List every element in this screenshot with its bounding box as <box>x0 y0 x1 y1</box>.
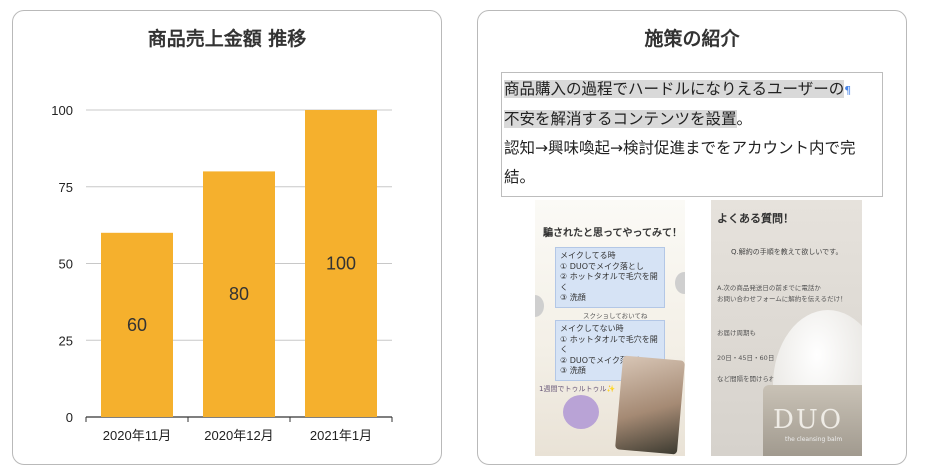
x-tick-label: 2020年12月 <box>204 428 273 443</box>
tips-caption: 1週間でトゥルトゥル✨ <box>539 385 616 393</box>
cycle-label: お届け周期も <box>717 329 756 337</box>
tip1-line: ① DUOでメイク落とし <box>560 261 644 271</box>
duo-jar-body <box>763 385 862 456</box>
x-tick-label: 2021年1月 <box>310 428 372 443</box>
x-tick-label: 2020年11月 <box>103 428 171 443</box>
pilcrow-mark: ¶ <box>844 84 852 97</box>
bar-data-label: 100 <box>326 254 356 274</box>
y-tick-label: 0 <box>66 410 73 425</box>
screenshot-note: スクショしておいてね <box>583 312 648 320</box>
bar <box>203 171 275 417</box>
y-tick-label: 50 <box>59 257 73 272</box>
measures-title: 施策の紹介 <box>644 28 740 50</box>
bar-data-label: 80 <box>229 284 249 304</box>
tip-box-makeup-on: メイクしてる時 ① DUOでメイク落とし ② ホットタオルで毛穴を開く ③ 洗顔 <box>555 247 665 308</box>
tip1-line: ③ 洗顔 <box>560 293 586 302</box>
description-line3: 認知→興味喚起→検討促進までをアカウント内で完結。 <box>504 139 856 186</box>
person-photo <box>615 355 685 455</box>
tip2-line: メイクしてない時 <box>560 324 624 333</box>
tips-title: 騙されたと思ってやってみて！ <box>543 228 682 239</box>
description-line1: 商品購入の過程でハードルになりえるユーザーの <box>504 80 845 98</box>
instagram-faq-image: よくある質問！ Q.解約の手順を教えて欲しいです。 A.次の商品発送日の前までに… <box>711 200 862 456</box>
duo-subtitle: the cleansing balm <box>785 436 843 443</box>
bar <box>101 232 173 417</box>
y-tick-label: 100 <box>51 103 73 118</box>
character-illustration <box>563 395 599 429</box>
tip1-line: ② ホットタオルで毛穴を開く <box>560 272 658 292</box>
y-tick-label: 25 <box>59 333 73 348</box>
tip2-line: ① ホットタオルで毛穴を開く <box>560 334 658 355</box>
cycle-options: 20日・45日・60日 <box>717 354 775 362</box>
chart-title: 商品売上金額 推移 <box>147 28 307 50</box>
carousel-dot-icon <box>535 295 544 317</box>
cycle-note: など間隔を開けられます！ <box>717 375 795 383</box>
carousel-dot-icon <box>675 272 685 294</box>
instagram-tips-image: 騙されたと思ってやってみて！ メイクしてる時 ① DUOでメイク落とし ② ホッ… <box>535 200 685 456</box>
faq-question: Q.解約の手順を教えて欲しいです。 <box>731 248 843 256</box>
tip2-line: ③ 洗顔 <box>560 366 586 375</box>
faq-title: よくある質問！ <box>717 212 794 225</box>
tip1-line: メイクしてる時 <box>560 251 616 260</box>
bar-data-label: 60 <box>127 315 147 335</box>
description-line2-tail: 。 <box>736 110 753 128</box>
bar <box>305 110 377 417</box>
description-line2: 不安を解消するコンテンツを設置 <box>504 110 737 128</box>
faq-answer-line: A.次の商品発送日の前までに電話か <box>717 284 821 292</box>
description-text-box: 商品購入の過程でハードルになりえるユーザーの¶ 不安を解消するコンテンツを設置。… <box>501 72 883 197</box>
duo-logo: DUO <box>773 405 844 435</box>
tip2-line: ② DUOでメイク落とし <box>560 355 644 365</box>
y-tick-label: 75 <box>59 180 73 195</box>
faq-answer-line: お問い合わせフォームに解約を伝えるだけ！ <box>717 295 847 303</box>
